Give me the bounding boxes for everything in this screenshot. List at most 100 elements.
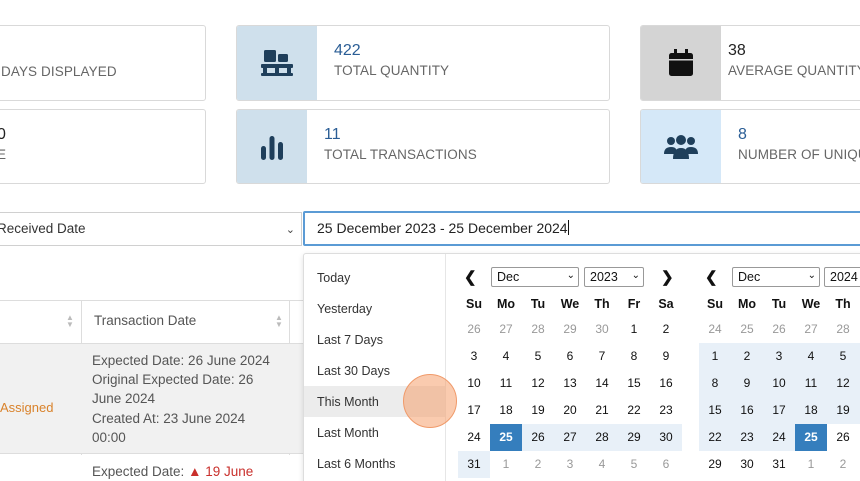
calendar-day[interactable]: 24	[708, 322, 722, 336]
calendar-day[interactable]: 28	[531, 322, 545, 336]
calendar-day[interactable]: 9	[731, 370, 763, 397]
calendar-day[interactable]: 26	[467, 322, 481, 336]
calendar-day[interactable]: 22	[627, 403, 641, 417]
calendar-day[interactable]: 6	[566, 349, 574, 363]
calendar-day[interactable]: 6	[662, 457, 670, 471]
calendar-day[interactable]: 21	[595, 403, 609, 417]
range-last-30-days[interactable]: Last 30 Days	[317, 364, 390, 378]
sort-icon[interactable]: ▲ ▼	[66, 313, 74, 329]
table-row[interactable]	[0, 455, 304, 481]
calendar-day[interactable]: 30	[650, 424, 682, 451]
calendar-day[interactable]: 10	[763, 370, 795, 397]
calendar-day[interactable]: 5	[630, 457, 638, 471]
calendar-day[interactable]: 22	[699, 424, 731, 451]
stat-value: 422	[334, 42, 361, 59]
calendar-day[interactable]: 17	[763, 397, 795, 424]
calendar-day[interactable]: 20	[563, 403, 577, 417]
calendar-day[interactable]: 30	[740, 457, 754, 471]
calendar-day[interactable]: 3	[566, 457, 574, 471]
range-last-month[interactable]: Last Month	[317, 426, 379, 440]
calendar-day[interactable]: 12	[531, 376, 545, 390]
calendar-day[interactable]: 31	[458, 451, 490, 478]
calendar-day[interactable]: 3	[763, 343, 795, 370]
sort-icon[interactable]: ▲ ▼	[275, 313, 283, 329]
range-yesterday[interactable]: Yesterday	[317, 302, 373, 316]
calendar-day[interactable]: 16	[659, 376, 673, 390]
calendar-day[interactable]: 30	[595, 322, 609, 336]
column-header-transaction-date[interactable]: Transaction Date	[94, 313, 197, 328]
calendar-day[interactable]: 18	[499, 403, 513, 417]
calendar-day[interactable]: 1	[807, 457, 815, 471]
calendar-day[interactable]: 25	[795, 424, 827, 451]
calendar-day[interactable]: 10	[467, 376, 481, 390]
table-row[interactable]	[0, 344, 304, 454]
stat-label: NUMBER OF UNIQUE	[738, 147, 860, 162]
calendar-day[interactable]: 25	[490, 424, 522, 451]
calendar-day[interactable]: 1	[630, 322, 638, 336]
calendar-day[interactable]: 18	[795, 397, 827, 424]
calendar-day[interactable]: 26	[836, 430, 850, 444]
calendar-day[interactable]: 26	[772, 322, 786, 336]
calendar-day[interactable]: 16	[731, 397, 763, 424]
calendar-day[interactable]: 9	[662, 349, 670, 363]
prev-month-icon[interactable]: ❮	[705, 269, 718, 286]
calendar-day[interactable]: 7	[598, 349, 606, 363]
calendar-day[interactable]: 29	[708, 457, 722, 471]
calendar-day[interactable]: 5	[827, 343, 859, 370]
calendar-day[interactable]: 13	[563, 376, 577, 390]
calendar-day[interactable]: 19	[827, 397, 859, 424]
year-select-left[interactable]: 2023 ⌄	[584, 267, 644, 287]
prev-month-icon[interactable]: ❮	[464, 269, 477, 286]
calendar-day[interactable]: 1	[699, 343, 731, 370]
date-field-select[interactable]: Received Date ⌄	[0, 212, 302, 246]
calendar-day[interactable]: 27	[804, 322, 818, 336]
range-today[interactable]: Today	[317, 271, 351, 285]
calendar-day[interactable]: 15	[699, 397, 731, 424]
calendar-day[interactable]: 28	[836, 322, 850, 336]
calendar-day[interactable]: 4	[598, 457, 606, 471]
stat-value: 11	[324, 126, 341, 143]
stat-label: TOTAL TRANSACTIONS	[324, 147, 477, 162]
calendar-day[interactable]: 24	[763, 424, 795, 451]
calendar-day[interactable]: 2	[662, 322, 670, 336]
calendar-day[interactable]: 25	[740, 322, 754, 336]
calendar-day[interactable]: 29	[563, 322, 577, 336]
stat-label: TOTAL QUANTITY	[334, 63, 450, 78]
next-month-icon[interactable]: ❯	[661, 269, 674, 286]
calendar-day[interactable]: 4	[502, 349, 510, 363]
calendar-day[interactable]: 23	[659, 403, 673, 417]
calendar-day[interactable]: 27	[554, 424, 586, 451]
month-select-right[interactable]: Dec ⌄	[732, 267, 820, 287]
calendar-day[interactable]: 12	[827, 370, 859, 397]
calendar-day[interactable]: 23	[731, 424, 763, 451]
calendar-day[interactable]: 2	[839, 457, 847, 471]
range-last-7-days[interactable]: Last 7 Days	[317, 333, 384, 347]
calendar-day[interactable]: 17	[467, 403, 481, 417]
created-at-time: 00:00	[92, 430, 126, 445]
calendar-day[interactable]: 2	[534, 457, 542, 471]
calendar-day[interactable]: 4	[795, 343, 827, 370]
calendar-day[interactable]: 28	[586, 424, 618, 451]
calendar-day[interactable]: 1	[502, 457, 510, 471]
calendar-day[interactable]: 8	[699, 370, 731, 397]
calendar-day[interactable]: 31	[772, 457, 786, 471]
calendar-day[interactable]: 26	[522, 424, 554, 451]
range-last-6-months[interactable]: Last 6 Months	[317, 457, 396, 471]
calendar-day[interactable]: 29	[618, 424, 650, 451]
year-select-right[interactable]: 2024⌄	[824, 267, 860, 287]
calendar-day[interactable]: 8	[630, 349, 638, 363]
calendar-day[interactable]: 3	[470, 349, 478, 363]
calendar-day[interactable]: 11	[795, 370, 827, 397]
calendar-day[interactable]: 24	[467, 430, 481, 444]
calendar-day[interactable]: 11	[499, 376, 513, 390]
calendar-day[interactable]: 27	[499, 322, 513, 336]
calendar-day[interactable]: 5	[534, 349, 542, 363]
calendar-day[interactable]: 2	[731, 343, 763, 370]
stat-card-partial: 0 E	[0, 109, 206, 184]
month-select-left[interactable]: Dec ⌄	[491, 267, 579, 287]
date-range-input[interactable]: 25 December 2023 - 25 December 2024	[303, 211, 860, 246]
calendar-day[interactable]: 19	[531, 403, 545, 417]
calendar-day[interactable]: 15	[627, 376, 641, 390]
calendar-day[interactable]: 14	[595, 376, 609, 390]
date-range-picker: Today Yesterday Last 7 Days Last 30 Days…	[303, 253, 860, 481]
